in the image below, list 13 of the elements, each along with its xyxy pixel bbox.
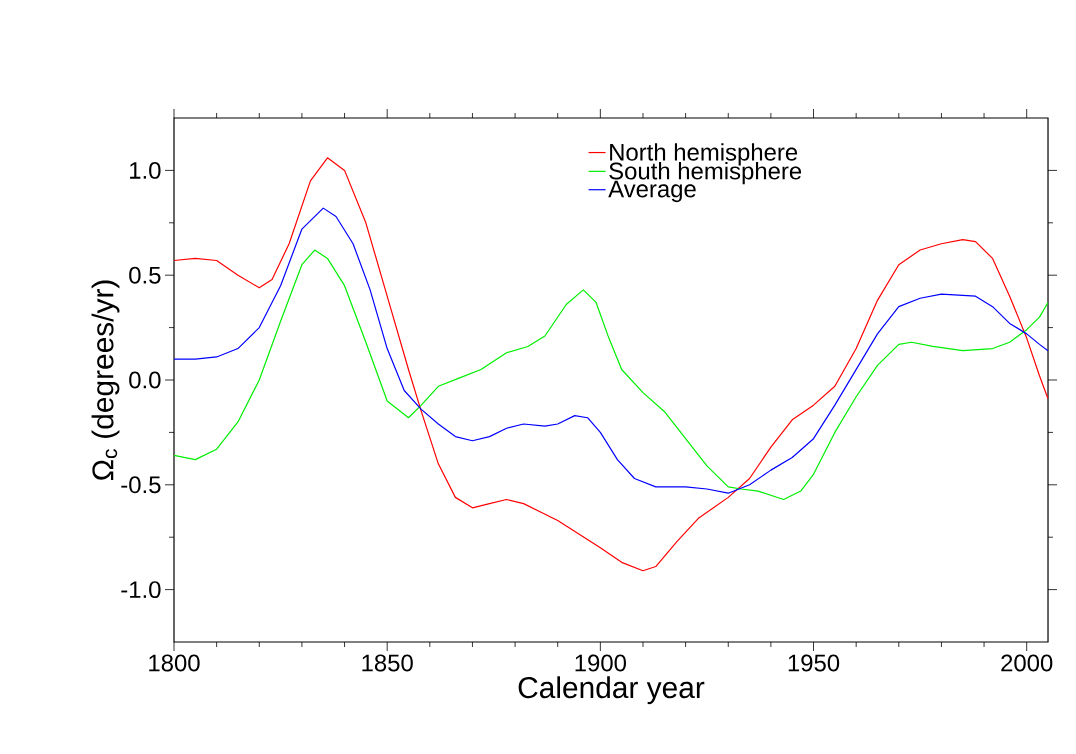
x-axis-title: Calendar year	[518, 676, 705, 705]
y-tick-label: -1.0	[121, 581, 161, 599]
line-series	[174, 249, 1049, 501]
x-tick-label: 1800	[149, 654, 200, 672]
x-tick-label: 2000	[1001, 654, 1053, 672]
y-axis-title: Ω$_{c}$ (degrees/yr)	[91, 280, 120, 481]
y-tick-label: 0.5	[129, 266, 161, 284]
y-tick-label: 0.0	[129, 371, 161, 389]
x-tick-label: 1950	[788, 654, 840, 672]
x-tick-label: 1900	[575, 654, 626, 672]
x-tick-label: 1850	[362, 654, 413, 672]
y-tick-label: -0.5	[121, 476, 161, 494]
y-tick-label: 1.0	[130, 161, 161, 179]
